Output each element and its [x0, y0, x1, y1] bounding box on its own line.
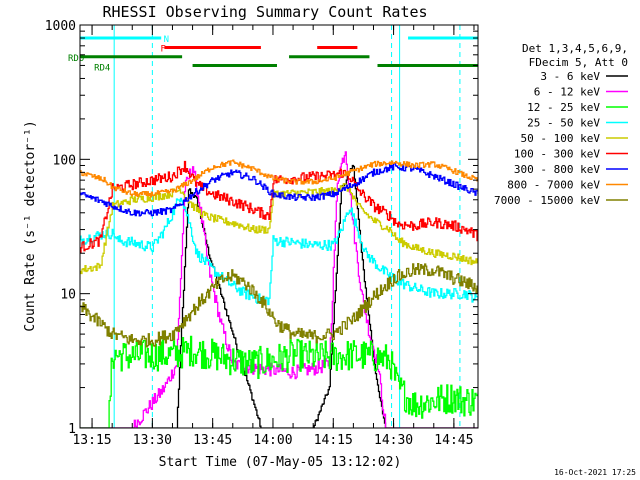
flag-label-n: N [164, 35, 169, 45]
legend-label-7: 300 - 800 keV [514, 163, 600, 176]
legend: Det 1,3,4,5,6,9, FDecim 5, Att 0 3 - 6 k… [494, 42, 628, 207]
y-tick-label: 1 [68, 422, 76, 437]
x-tick-label: 14:15 [314, 433, 353, 448]
plot-area: NF RD0 RD4 [68, 25, 478, 428]
x-tick-label: 14:30 [374, 433, 413, 448]
x-axis: 13:15 13:30 13:45 14:00 14:15 14:30 14:45 [72, 25, 475, 448]
flag-label-rd0: RD0 [68, 54, 84, 64]
chart-title: RHESSI Observing Summary Count Rates [102, 3, 427, 21]
x-tick-label: 13:45 [193, 433, 232, 448]
series-line-3 [80, 335, 478, 428]
series-line-4 [80, 197, 478, 306]
series-line-9 [80, 262, 478, 348]
legend-label-5: 50 - 100 keV [521, 132, 601, 145]
flag-label-f: F [160, 44, 165, 54]
x-tick-label: 14:00 [253, 433, 292, 448]
y-tick-label: 10 [60, 288, 76, 303]
series-line-8 [80, 159, 478, 198]
x-tick-label: 13:15 [72, 433, 111, 448]
y-axis-label: Count Rate (s⁻¹ detector⁻¹) [23, 120, 38, 331]
legend-label-6: 100 - 300 keV [514, 148, 600, 161]
y-axis: 1 10 100 1000 [45, 19, 478, 437]
y-tick-label: 100 [53, 153, 76, 168]
flag-label-rd4: RD4 [94, 63, 110, 73]
plot-frame [79, 24, 479, 429]
legend-header-line-2: FDecim 5, Att 0 [529, 56, 628, 69]
legend-label-4: 25 - 50 keV [527, 117, 600, 130]
series-line-6 [80, 160, 478, 254]
footer-date: 16-Oct-2021 17:25 [554, 468, 636, 477]
x-tick-label: 14:45 [434, 433, 473, 448]
legend-label-9: 7000 - 15000 keV [494, 194, 600, 207]
legend-header-line-1: Det 1,3,4,5,6,9, [522, 42, 628, 55]
legend-label-3: 12 - 25 keV [527, 101, 600, 114]
y-tick-label: 1000 [45, 19, 76, 34]
series-line-1 [80, 164, 478, 428]
series-line-7 [80, 163, 478, 217]
legend-label-8: 800 - 7000 keV [507, 179, 600, 192]
x-tick-label: 13:30 [133, 433, 172, 448]
x-axis-label: Start Time (07-May-05 13:12:02) [159, 455, 402, 470]
legend-label-1: 3 - 6 keV [540, 70, 600, 83]
legend-label-2: 6 - 12 keV [534, 86, 601, 99]
